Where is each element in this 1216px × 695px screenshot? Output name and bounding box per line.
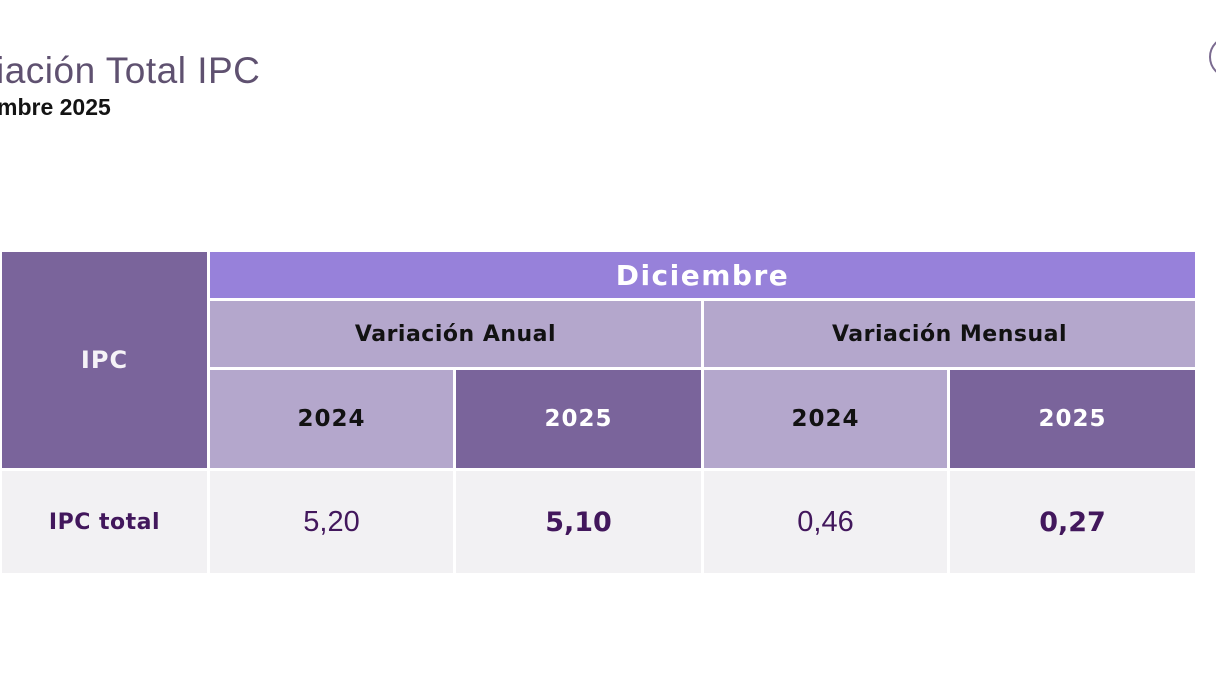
ipc-variation-table: IPC Diciembre Variación Anual Variación … [2, 252, 1195, 573]
table-corner-header: IPC [2, 252, 207, 468]
table-year-header-annual-2025: 2025 [456, 370, 701, 468]
page-title: iación Total IPC [0, 50, 261, 91]
page-subtitle: mbre 2025 [0, 94, 111, 120]
table-value-annual-2025: 5,10 [456, 471, 701, 573]
partial-circle-logo-icon [1209, 36, 1216, 78]
table-group-header-monthly: Variación Mensual [704, 301, 1195, 367]
table-year-header-monthly-2024: 2024 [704, 370, 947, 468]
table-year-header-monthly-2025: 2025 [950, 370, 1195, 468]
table-value-annual-2024: 5,20 [210, 471, 453, 573]
table-month-header: Diciembre [210, 252, 1195, 298]
table-group-header-annual: Variación Anual [210, 301, 701, 367]
table-year-header-annual-2024: 2024 [210, 370, 453, 468]
table-value-monthly-2025: 0,27 [950, 471, 1195, 573]
table-value-monthly-2024: 0,46 [704, 471, 947, 573]
table-row-label-ipc-total: IPC total [2, 471, 207, 573]
